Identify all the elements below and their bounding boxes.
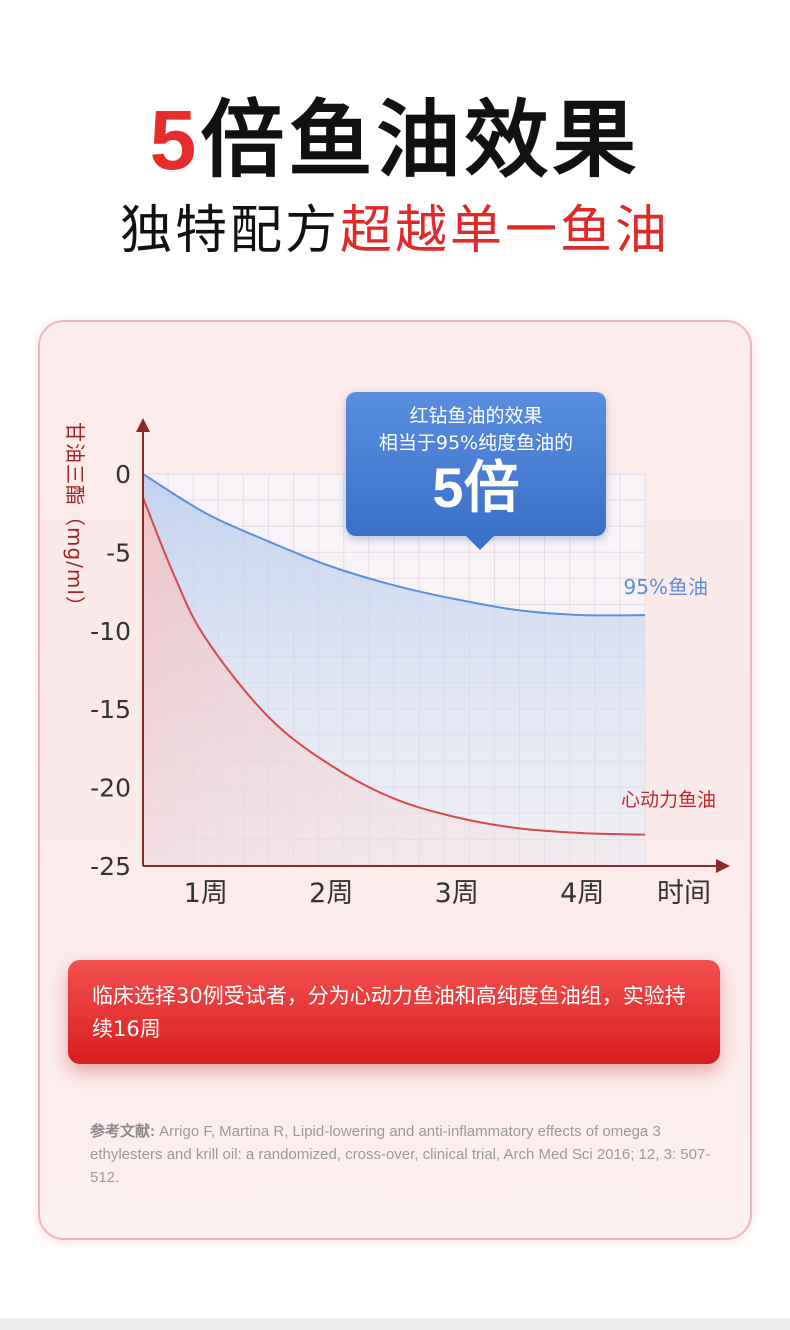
x-tick-label: 4周 [560,878,604,909]
study-note: 临床选择30例受试者，分为心动力鱼油和高纯度鱼油组，实验持续16周 [68,960,720,1064]
line-chart: 0 -5 -10 -15 -20 -25 1周 2周 3周 4周 时间 甘油三酯（mg/ml） 95%… [63,418,730,909]
x-tick-label: 2周 [309,878,353,909]
y-tick-label: -10 [90,617,131,646]
series-areas [143,474,645,866]
y-axis-title: 甘油三酯（mg/ml） [63,422,87,617]
y-axis-arrow [136,418,150,432]
y-tick-label: 0 [115,460,131,489]
series-label-95-fish-oil: 95%鱼油 [624,575,708,599]
series-line-95-fish-oil [142,473,646,617]
subheadline-accent: 超越单一鱼油 [340,201,671,261]
callout-big: 5倍 [432,456,520,519]
subheadline-text: 独特配方 [119,201,340,261]
subheadline: 独特配方超越单一鱼油 [0,196,790,266]
x-tick-label: 1周 [184,878,228,909]
reference: 参考文献: Arrigo F, Martina R, Lipid-lowerin… [90,1120,720,1189]
y-tick-label: -5 [106,538,131,567]
series-lines [142,473,646,836]
series-label-xindongli-fish-oil: 心动力鱼油 [621,789,716,811]
x-axis-arrow [716,859,730,873]
x-tick-label: 3周 [435,878,479,909]
series-line-xindongli-fish-oil [142,497,646,836]
headline-text: 倍鱼油效果 [200,91,641,189]
y-tick-label: -20 [90,774,131,803]
series-area-red [143,497,645,866]
x-axis-title: 时间 [657,878,711,909]
callout-box: 红钻鱼油的效果 相当于95%纯度鱼油的 5倍 [346,392,606,550]
headline: 5倍鱼油效果 [0,88,790,192]
callout-line2: 相当于95%纯度鱼油的 [378,432,574,454]
y-tick-label: -15 [90,695,131,724]
tick-labels: 0 -5 -10 -15 -20 -25 1周 2周 3周 4周 时间 甘油三酯（mg/ml） [63,422,711,909]
headline-accent: 5 [149,93,201,187]
reference-lead: 参考文献: [90,1123,155,1140]
bottom-divider [0,1318,790,1330]
reference-text: Arrigo F, Martina R, Lipid-lowering and … [90,1123,711,1186]
axes [136,418,730,873]
y-tick-label: -25 [90,852,131,881]
callout-line1: 红钻鱼油的效果 [409,405,543,427]
